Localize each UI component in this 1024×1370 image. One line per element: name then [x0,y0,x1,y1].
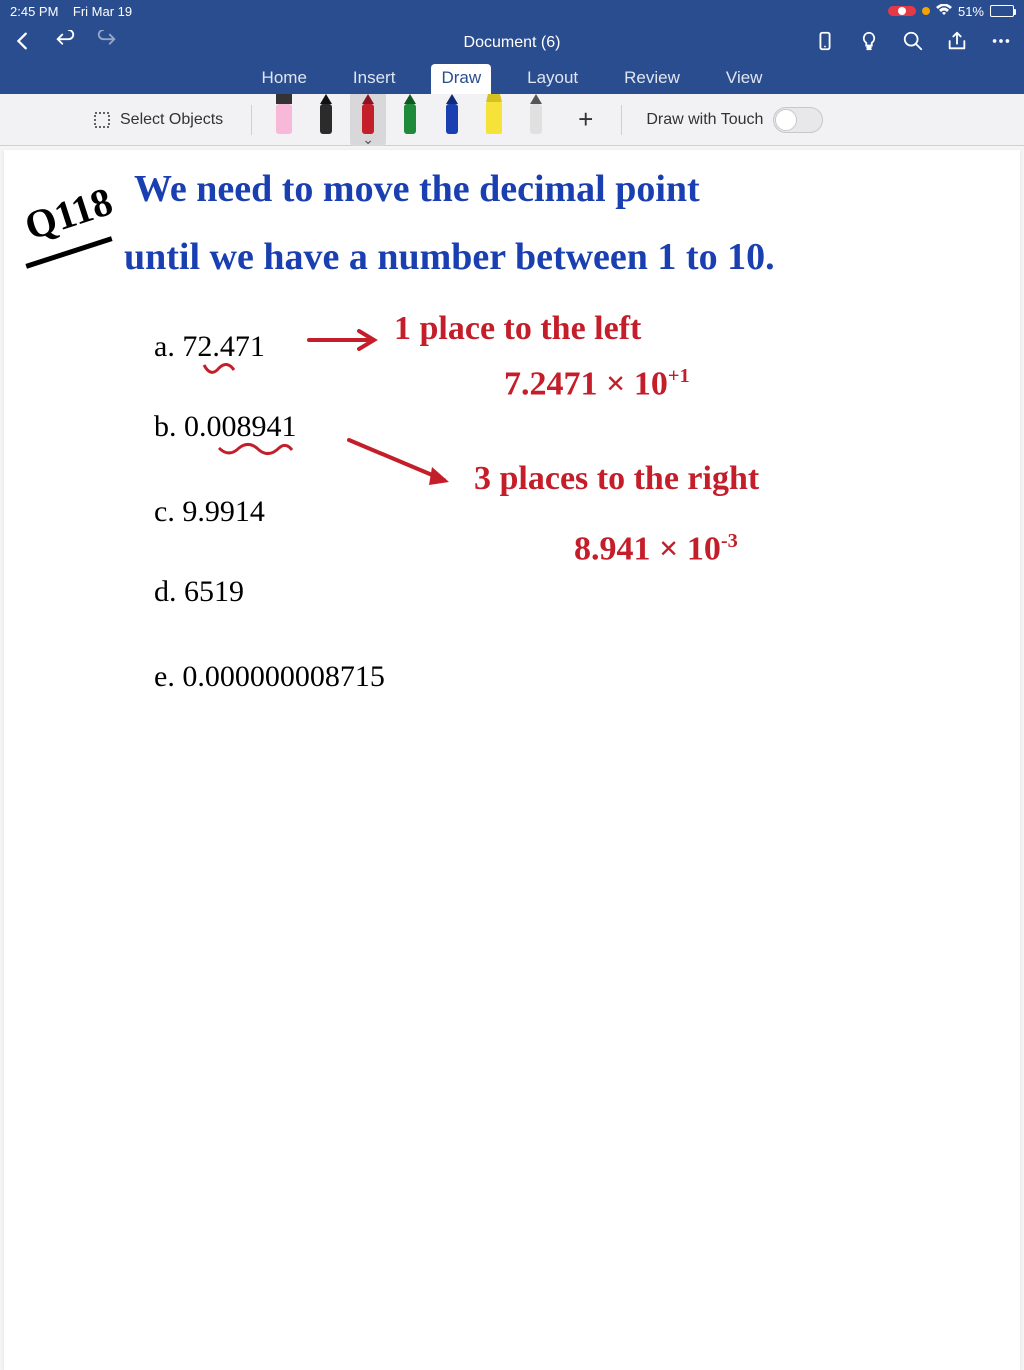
tab-home[interactable]: Home [252,64,317,94]
pen-tool-6[interactable] [518,94,554,146]
red-result-a: 7.2471 × 10+1 [504,365,690,403]
blue-note-line1: We need to move the decimal point [134,170,954,210]
battery-pct: 51% [958,4,984,19]
add-pen-button[interactable]: + [564,104,607,135]
tab-insert[interactable]: Insert [343,64,406,94]
draw-touch-label: Draw with Touch [646,111,763,129]
tab-review[interactable]: Review [614,64,690,94]
document-canvas[interactable]: Q118 We need to move the decimal point u… [4,150,1020,1370]
red-curl-a [199,360,239,380]
red-arrow-a [304,325,384,355]
pen-tool-2[interactable] [350,94,386,146]
tab-layout[interactable]: Layout [517,64,588,94]
separator [621,105,622,135]
status-right: 51% [888,4,1014,19]
back-button[interactable] [12,30,34,57]
status-bar: 2:45 PM Fri Mar 19 51% [0,0,1024,22]
draw-touch-toggle[interactable] [773,107,823,133]
tab-view[interactable]: View [716,64,773,94]
select-objects-button[interactable]: Select Objects [12,110,237,130]
document-title[interactable]: Document (6) [212,34,812,52]
lightbulb-icon[interactable] [858,30,880,57]
search-icon[interactable] [902,30,924,57]
tab-draw[interactable]: Draw [431,64,491,94]
red-note-a: 1 place to the left [394,310,641,348]
wifi-icon [936,4,952,19]
item-a: a. 72.471 [154,330,265,364]
blue-note-line2: until we have a number between 1 to 10. [124,238,974,278]
more-icon[interactable] [990,30,1012,57]
status-date: Fri Mar 19 [73,4,132,19]
status-time: 2:45 PM [10,4,58,19]
draw-ribbon: Select Objects + Draw with Touch [0,94,1024,146]
pen-tool-5[interactable] [476,94,512,146]
redo-button[interactable] [96,30,118,57]
title-bar: Document (6) [0,22,1024,64]
item-b: b. 0.008941 [154,410,297,444]
red-curl-b [214,440,294,460]
battery-icon [990,5,1014,17]
item-d: d. 6519 [154,575,244,609]
pen-tool-3[interactable] [392,94,428,146]
item-c: c. 9.9914 [154,495,265,529]
recording-indicator [888,6,916,16]
red-arrow-b [344,435,464,495]
pen-tool-4[interactable] [434,94,470,146]
undo-button[interactable] [54,30,76,57]
pen-row [266,94,554,146]
tab-bar: Home Insert Draw Layout Review View [0,64,1024,94]
pen-tool-0[interactable] [266,94,302,146]
red-note-b: 3 places to the right [474,460,759,498]
select-objects-label: Select Objects [120,111,223,129]
status-time-date: 2:45 PM Fri Mar 19 [10,4,888,19]
item-e: e. 0.000000008715 [154,660,385,694]
pen-tool-1[interactable] [308,94,344,146]
device-icon[interactable] [814,30,836,57]
orange-dot-icon [922,7,930,15]
share-icon[interactable] [946,30,968,57]
red-result-b: 8.941 × 10-3 [574,530,738,568]
separator [251,105,252,135]
